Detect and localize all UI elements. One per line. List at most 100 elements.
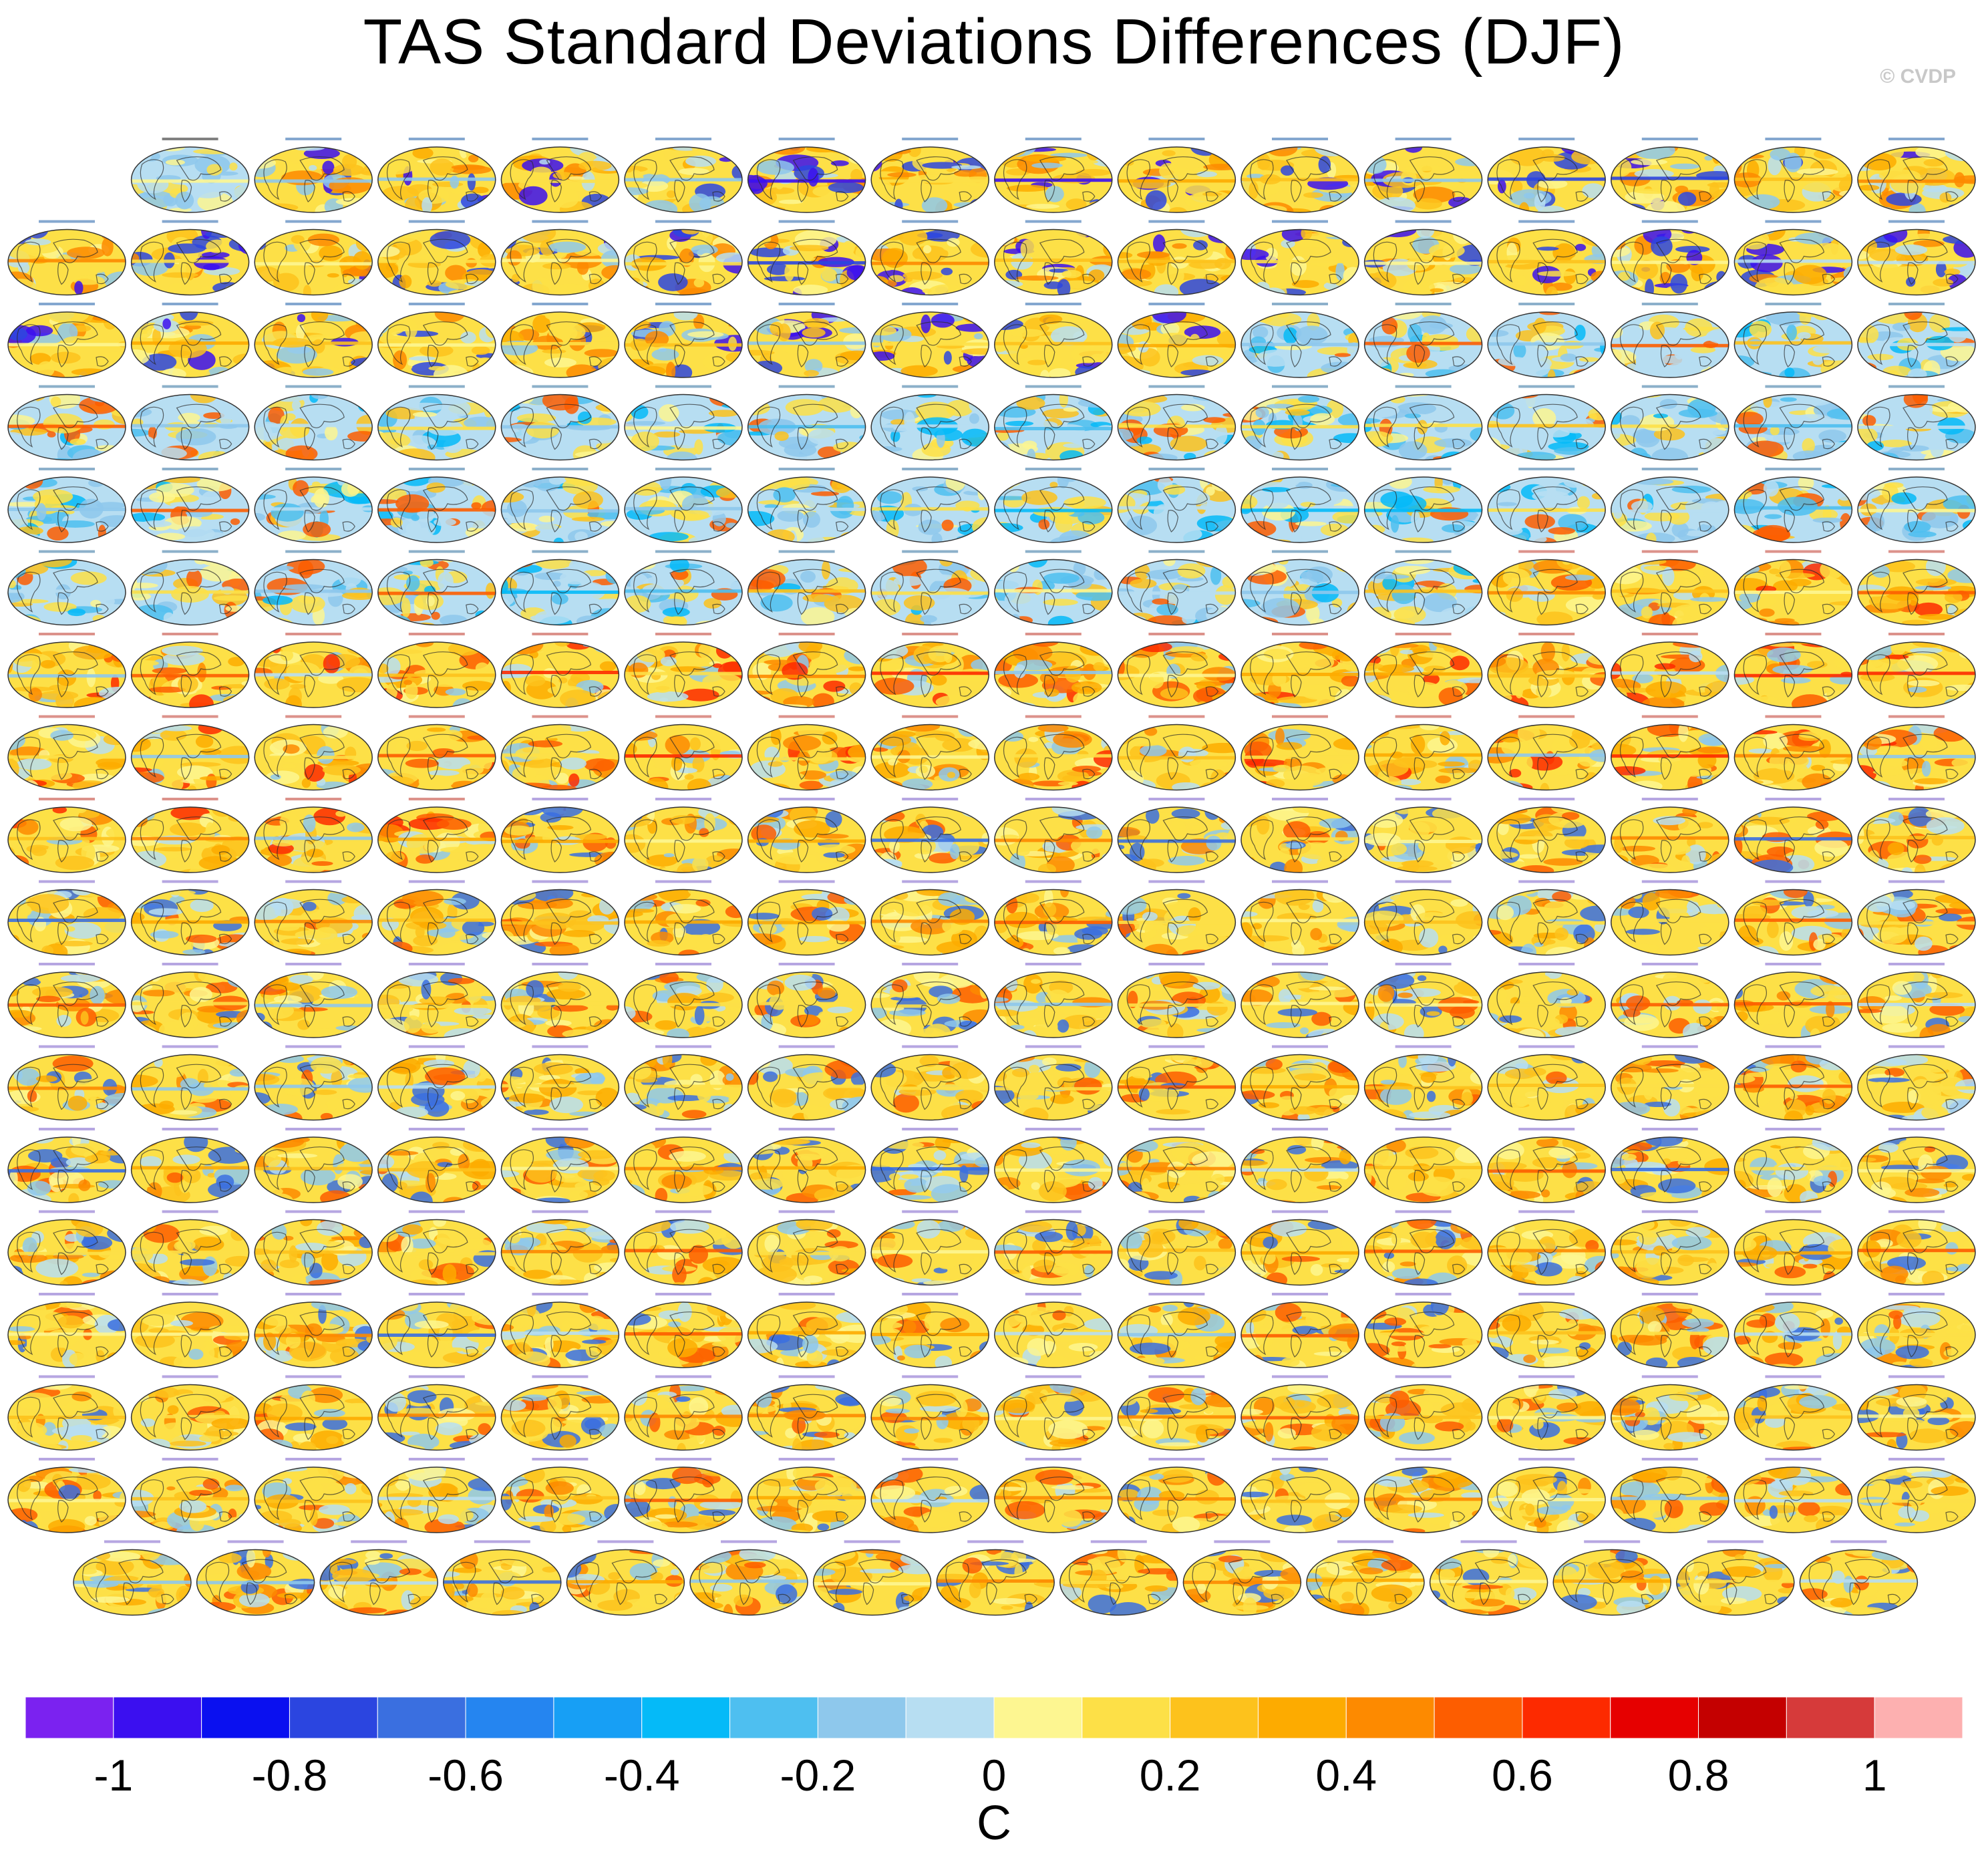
- panel-field-cell: [90, 599, 102, 607]
- panel-field-cell: [584, 349, 619, 357]
- panel-field-cell: [1793, 414, 1832, 426]
- panel-field-cell: [1882, 229, 1908, 243]
- panel-field-cell: [544, 357, 576, 368]
- panel-field-cell: [1190, 147, 1221, 156]
- continent-outline: [1699, 273, 1712, 285]
- panel-caption: [1148, 633, 1205, 635]
- panel-field-cell: [994, 367, 1004, 377]
- continent-outline: [669, 239, 715, 263]
- panel-field-cell: [1516, 231, 1541, 240]
- panel-field-cell: [1245, 537, 1273, 542]
- panel-caption: [1888, 138, 1945, 140]
- panel-field-cell: [406, 575, 420, 591]
- panel-field-cell: [1908, 368, 1927, 377]
- panel-access-esm1-5-6: [870, 138, 989, 213]
- panel-caption: [778, 138, 835, 140]
- panel-canesm2-36: [1611, 468, 1729, 543]
- panel-caption: [162, 550, 218, 553]
- panel-field-cell: [1283, 327, 1298, 344]
- panel-field-cell: [782, 343, 816, 354]
- panel-field-cell: [386, 683, 397, 700]
- panel-field-cell: [1894, 522, 1904, 530]
- panel-field-cell: [1027, 448, 1036, 460]
- panel-field-cell: [654, 684, 671, 693]
- panel-field-cell: [602, 642, 619, 651]
- panel-field-cell: [186, 563, 200, 573]
- continent-outline: [1784, 262, 1796, 285]
- panel-field-cell: [152, 327, 161, 346]
- panel-field-cell: [994, 152, 1007, 163]
- panel-field-cell: [850, 375, 866, 377]
- continent-outline: [1082, 191, 1096, 202]
- panel-equatorial-band: [994, 671, 1112, 675]
- panel-field-cell: [1364, 647, 1384, 653]
- panel-field-cell: [224, 704, 238, 708]
- continent-outline: [176, 321, 222, 346]
- panel-caption: [1025, 633, 1082, 635]
- panel-field-cell: [969, 413, 980, 424]
- continent-outline: [1779, 239, 1825, 263]
- panel-field-cell: [403, 679, 413, 685]
- panel-field-cell: [1440, 451, 1468, 460]
- panel-equatorial-band: [994, 178, 1112, 182]
- continent-outline: [1779, 156, 1825, 181]
- panel-field-cell: [1130, 579, 1157, 589]
- panel-field-cell: [1093, 662, 1105, 671]
- panel-field-cell: [1498, 357, 1530, 366]
- panel-field-cell: [1711, 529, 1729, 542]
- panel-field-cell: [625, 563, 635, 570]
- panel-canesm2-1: [1240, 303, 1359, 378]
- panel-field-cell: [255, 477, 279, 482]
- panel-field-cell: [8, 357, 17, 377]
- panel-field-cell: [1265, 494, 1290, 509]
- panel-field-cell: [1858, 365, 1873, 377]
- panel-field-cell: [255, 156, 277, 169]
- panel-field-cell: [1947, 204, 1968, 212]
- panel-cesm1-1: [1487, 550, 1606, 626]
- panel-field-cell: [606, 477, 619, 488]
- panel-caption: [532, 303, 589, 305]
- panel-field-cell: [1126, 536, 1141, 542]
- panel-canesm2-41: [254, 550, 373, 626]
- panel-caption: [285, 385, 342, 388]
- panel-field-cell: [844, 147, 854, 156]
- continent-outline: [959, 273, 972, 285]
- panel-caption: [1395, 633, 1452, 635]
- panel-field-cell: [1734, 618, 1755, 625]
- panel-field-cell: [1528, 589, 1555, 602]
- panel-field-cell: [625, 147, 637, 152]
- panel-field-cell: [626, 200, 635, 210]
- panel-field-cell: [1241, 616, 1279, 625]
- panel-map-border: [1240, 228, 1359, 296]
- panel-field-cell: [472, 186, 489, 194]
- continent-outline: [1866, 159, 1890, 200]
- continent-outline: [835, 273, 849, 285]
- panel-field-cell: [1765, 434, 1802, 442]
- panel-field-cell: [1119, 400, 1161, 417]
- panel-field-cell: [445, 265, 467, 281]
- panel-caption: [532, 468, 589, 470]
- panel-field-cell: [850, 446, 866, 452]
- panel-field-cell: [422, 197, 433, 212]
- panel-access-esm1-5-12: [1611, 138, 1729, 213]
- panel-field-cell: [1241, 477, 1263, 483]
- panel-field-cell: [973, 333, 983, 339]
- panel-field-cell: [1285, 409, 1311, 416]
- panel-field-cell: [1118, 147, 1150, 151]
- panel-cesm1-2: [1611, 550, 1729, 626]
- panel-field-cell: [102, 237, 114, 257]
- panel-field-cell: [639, 180, 669, 192]
- panel-field-cell: [309, 165, 317, 171]
- panel-field-cell: [956, 534, 989, 542]
- panel-field-cell: [1611, 479, 1625, 494]
- panel-field-cell: [99, 515, 126, 528]
- panel-field-cell: [1595, 562, 1606, 568]
- panel-field-cell: [1734, 488, 1752, 500]
- panel-field-cell: [1470, 428, 1482, 442]
- panel-field-cell: [1336, 200, 1359, 205]
- panel-cesm1-18: [1611, 633, 1729, 708]
- panel-access-esm1-5-1: [254, 138, 373, 213]
- panel-field-cell: [131, 538, 157, 542]
- panel-field-cell: [1797, 332, 1811, 339]
- panel-field-cell: [442, 730, 463, 742]
